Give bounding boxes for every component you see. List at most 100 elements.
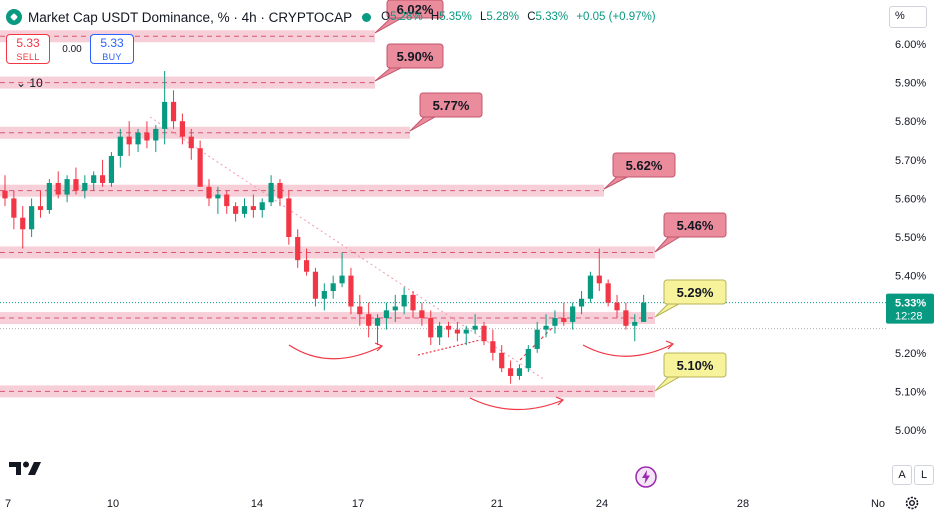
pattern-line [519,326,554,361]
candle-body [383,310,390,319]
candle-body [82,182,88,191]
candle-body [472,325,478,330]
callout-label: 5.90% [397,49,434,64]
candle-down [357,294,363,326]
candle-body [454,329,460,334]
candle-body [357,306,363,315]
level-callout: 5.77% [409,92,483,132]
callout-box [663,352,727,378]
candle-body [170,101,177,122]
candle-body [250,206,256,210]
candle-body [64,179,70,195]
candle-body [99,175,106,183]
candle-down [197,140,203,187]
candle-body [188,136,194,149]
level-callout: 5.10% [654,352,727,392]
candle-body [117,136,123,156]
candle-down [179,113,185,145]
candle-down [286,190,292,245]
candle-down [507,360,514,384]
level-callout: 5.90% [374,43,444,82]
buy-button[interactable]: 5.33 BUY [90,34,134,64]
auto-scale-button[interactable]: A [892,465,912,485]
high-label: H [430,11,440,23]
candle-down [454,321,460,342]
candle-up [383,302,390,330]
tradingview-logo-icon[interactable] [8,458,44,478]
candle-body [295,237,301,261]
candle-up [543,314,549,338]
ohlc-values: O5.28% H5.35% L5.28% C5.33% +0.05 (+0.97… [381,11,661,23]
candle-up [259,198,265,218]
price-tick-label: 5.10% [895,386,926,398]
level-callout: 6.02% [374,0,444,34]
sell-button[interactable]: 5.33 SELL [6,34,50,64]
candle-down [596,248,602,292]
callout-box [663,212,727,238]
candle-body [162,101,168,129]
time-tick-label: 24 [596,498,608,510]
symbol-title[interactable]: Market Cap USDT Dominance, % · 4h · CRYP… [28,9,353,25]
low-label: L [480,11,487,23]
close-label: C [527,11,536,23]
price-tick-label: 5.80% [895,116,926,128]
volume-toggle[interactable]: ⌄ 10 [16,76,43,90]
sell-price: 5.33 [16,36,40,50]
time-tick-label: 10 [107,498,119,510]
sell-label: SELL [16,52,40,62]
gear-icon[interactable] [903,494,921,512]
buy-price: 5.33 [100,36,124,50]
unit-button[interactable]: % [889,6,927,28]
candle-up [632,314,638,342]
candle-body [605,283,611,303]
candle-body [481,325,487,342]
candle-up [339,252,345,288]
lightning-icon[interactable] [635,466,657,488]
candle-down [188,128,194,160]
candle-body [259,202,265,210]
time-tick-label: 28 [737,498,749,510]
candle-down [144,121,150,149]
candle-down [233,202,239,222]
level-callout: 5.29% [654,279,727,318]
candle-body [144,132,150,141]
candle-down [561,302,567,326]
callout-box [663,279,727,305]
last-price-label: 5.33% [895,298,926,310]
time-tick-label: 7 [5,498,11,510]
candle-down [481,321,487,346]
candle-down [312,267,319,307]
trend-line [149,116,546,381]
candle-up [29,198,35,237]
candle-up [153,125,159,153]
candle-body [401,294,407,307]
zone-band [0,76,375,89]
candle-down [55,171,61,199]
candle-body [552,318,558,326]
candle-down [348,267,354,315]
price-tick-label: 5.50% [895,232,926,244]
bar-countdown: 12:28 [895,311,923,323]
candle-body [561,318,567,322]
candle-body [543,325,549,330]
symbol-logo-icon [6,9,22,25]
callout-label: 5.10% [677,358,714,373]
chart-legend: Market Cap USDT Dominance, % · 4h · CRYP… [6,8,661,26]
log-scale-button[interactable]: L [914,465,934,485]
buy-label: BUY [102,52,122,62]
time-tick-label: No [871,498,885,510]
candle-down [490,329,496,361]
candle-body [534,329,540,349]
candle-body [241,206,248,214]
candle-down [366,302,372,338]
callout-label: 5.29% [677,285,714,300]
candle-body [215,194,221,199]
candle-body [303,260,310,272]
candle-body [392,306,398,311]
time-tick-label: 21 [491,498,503,510]
candle-body [153,128,159,141]
candle-body [277,182,283,199]
candle-body [596,275,602,284]
callout-box [386,0,444,19]
